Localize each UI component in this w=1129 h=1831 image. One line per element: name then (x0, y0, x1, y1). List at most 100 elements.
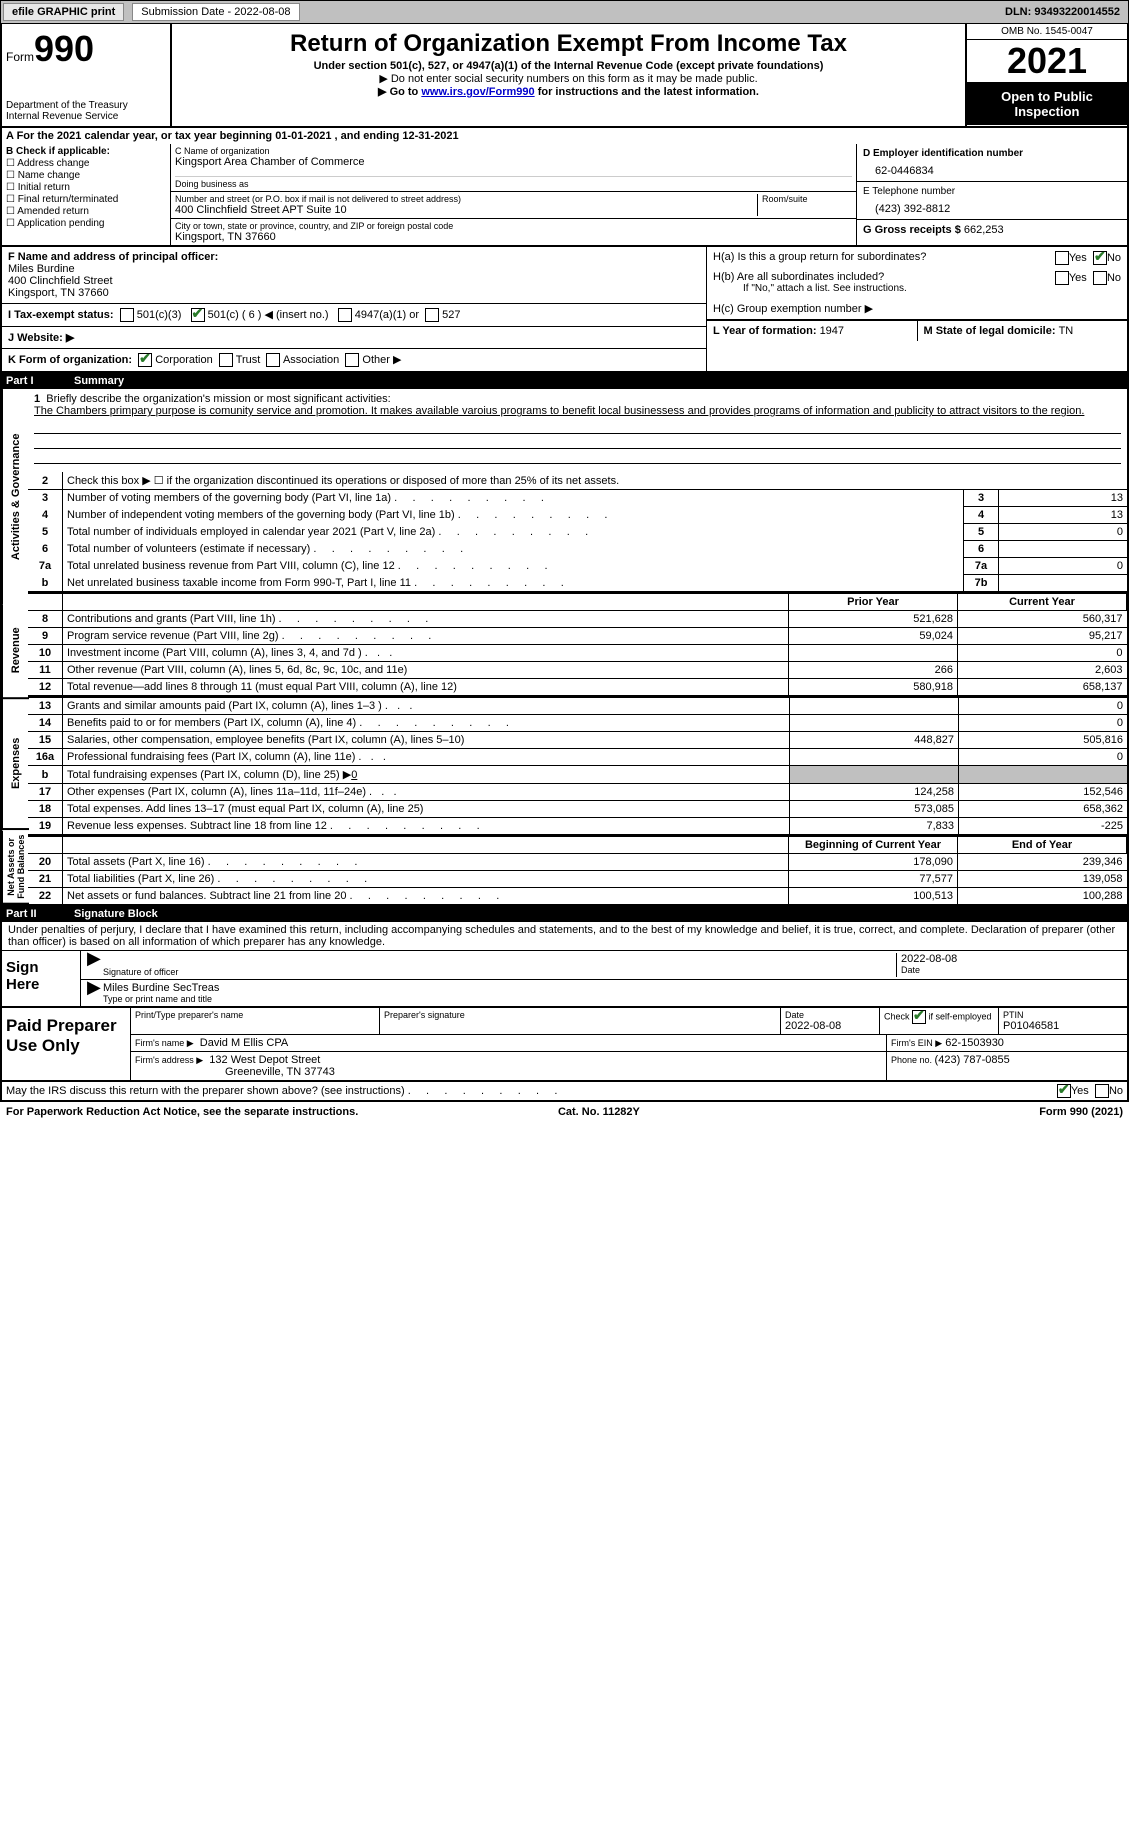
rev-header-row: Prior Year Current Year (28, 593, 1127, 611)
m-label: M State of legal domicile: (924, 325, 1059, 337)
line-13: 13Grants and similar amounts paid (Part … (28, 697, 1127, 715)
line-11: 11Other revenue (Part VIII, column (A), … (28, 662, 1127, 679)
l15-current: 505,816 (959, 732, 1128, 749)
phone-value: (423) 392-8812 (863, 197, 1121, 215)
part1-title: Summary (74, 375, 124, 387)
hb-row: H(b) Are all subordinates included? Yes … (707, 267, 1127, 298)
header-left: Form990 Department of the Treasury Inter… (2, 24, 172, 126)
form-of-org: K Form of organization: Corporation Trus… (2, 349, 706, 371)
chk-initial-return[interactable]: ☐ Initial return (6, 182, 166, 193)
open-to-public: Open to Public Inspection (967, 83, 1127, 125)
f-label: F Name and address of principal officer: (8, 251, 700, 263)
vtab-net-assets: Net Assets or Fund Balances (2, 831, 29, 905)
room-label: Room/suite (762, 194, 852, 204)
chk-hb-no[interactable] (1093, 271, 1107, 285)
l10-text: Investment income (Part VIII, column (A)… (67, 647, 362, 659)
header-center: Return of Organization Exempt From Incom… (172, 24, 965, 126)
l4-text: Number of independent voting members of … (67, 509, 607, 521)
l9-prior: 59,024 (789, 628, 958, 645)
gross-receipts-value: 662,253 (964, 224, 1004, 236)
l17-prior: 124,258 (790, 784, 959, 801)
chk-amend-label: Amended return (17, 206, 89, 217)
beg-year-header: Beginning of Current Year (789, 836, 958, 854)
line-15: 15Salaries, other compensation, employee… (28, 732, 1127, 749)
chk-trust[interactable] (219, 353, 233, 367)
signature-block: Under penalties of perjury, I declare th… (0, 922, 1129, 1008)
website-row: J Website: ▶ (2, 327, 706, 349)
vtab-revenue: Revenue (2, 604, 29, 699)
l5-value: 0 (999, 524, 1128, 541)
l8-prior: 521,628 (789, 611, 958, 628)
ein-label: D Employer identification number (863, 148, 1121, 159)
l9-current: 95,217 (958, 628, 1127, 645)
ptin-value: P01046581 (1003, 1020, 1123, 1032)
ha-yes: Yes (1069, 252, 1087, 264)
city-value: Kingsport, TN 37660 (175, 231, 852, 243)
chk-final-return[interactable]: ☐ Final return/terminated (6, 194, 166, 205)
mission-text: The Chambers primpary purpose is comunit… (34, 405, 1084, 417)
check-self-employed: Check if self-employed (880, 1008, 999, 1034)
chk-501c[interactable] (191, 308, 205, 322)
l-label: L Year of formation: (713, 325, 820, 337)
chk-501c3[interactable] (120, 308, 134, 322)
column-c: C Name of organization Kingsport Area Ch… (171, 144, 857, 245)
l5-text: Total number of individuals employed in … (67, 526, 588, 538)
chk-ha-no[interactable] (1093, 251, 1107, 265)
l17-current: 152,546 (959, 784, 1128, 801)
firm-addr2: Greeneville, TN 37743 (135, 1066, 335, 1078)
dept-treasury: Department of the Treasury (6, 100, 166, 111)
line-10: 10Investment income (Part VIII, column (… (28, 645, 1127, 662)
l14-current: 0 (959, 715, 1128, 732)
l22-text: Net assets or fund balances. Subtract li… (67, 890, 499, 902)
chk-4947[interactable] (338, 308, 352, 322)
sig-name-line: ▶ Miles Burdine SecTreas Type or print n… (81, 980, 1127, 1006)
l13-text: Grants and similar amounts paid (Part IX… (67, 700, 382, 712)
chk-hb-yes[interactable] (1055, 271, 1069, 285)
sig-type-name-label: Type or print name and title (103, 994, 1121, 1004)
l2-text: Check this box ▶ ☐ if the organization d… (63, 472, 1128, 490)
chk-corporation[interactable] (138, 353, 152, 367)
blank-line-2 (34, 434, 1121, 449)
chk-527[interactable] (425, 308, 439, 322)
mission-box: 1 Briefly describe the organization's mi… (28, 389, 1127, 419)
principal-officer: F Name and address of principal officer:… (2, 247, 706, 304)
chk-ha-yes[interactable] (1055, 251, 1069, 265)
section-bcd: B Check if applicable: ☐ Address change … (0, 144, 1129, 247)
chk-address-change[interactable]: ☐ Address change (6, 158, 166, 169)
l16a-prior (790, 749, 959, 766)
form990-link[interactable]: www.irs.gov/Form990 (421, 86, 534, 98)
line-21: 21Total liabilities (Part X, line 26)77,… (28, 871, 1127, 888)
mission-q: Briefly describe the organization's miss… (46, 393, 390, 405)
line-16b: bTotal fundraising expenses (Part IX, co… (28, 766, 1127, 784)
l7b-value (999, 575, 1128, 592)
blank-line-3 (34, 449, 1121, 464)
l16b-current-shaded (959, 766, 1128, 784)
dln-label: DLN: 93493220014552 (1005, 6, 1126, 18)
ha-label: H(a) Is this a group return for subordin… (713, 251, 926, 263)
chk-discuss-no[interactable] (1095, 1084, 1109, 1098)
discuss-no: No (1109, 1085, 1123, 1097)
l20-end: 239,346 (958, 854, 1127, 871)
chk-association[interactable] (266, 353, 280, 367)
lbl-assoc: Association (283, 354, 339, 366)
chk-amended-return[interactable]: ☐ Amended return (6, 206, 166, 217)
chk-app-label: Application pending (17, 218, 104, 229)
chk-other[interactable] (345, 353, 359, 367)
org-name-label: C Name of organization (175, 146, 852, 156)
efile-print-button[interactable]: efile GRAPHIC print (3, 3, 124, 21)
firm-phone-label: Phone no. (891, 1055, 935, 1065)
l16a-text: Professional fundraising fees (Part IX, … (67, 751, 355, 763)
l12-current: 658,137 (958, 679, 1127, 696)
l19-prior: 7,833 (790, 818, 959, 835)
chk-name-change[interactable]: ☐ Name change (6, 170, 166, 181)
chk-self-employed[interactable] (912, 1010, 926, 1024)
l6-value (999, 541, 1128, 558)
part2-header: Part II Signature Block (0, 906, 1129, 922)
chk-address-label: Address change (17, 158, 89, 169)
end-year-header: End of Year (958, 836, 1127, 854)
chk-application-pending[interactable]: ☐ Application pending (6, 218, 166, 229)
chk-discuss-yes[interactable] (1057, 1084, 1071, 1098)
ptin-label: PTIN (1003, 1010, 1123, 1020)
line-14: 14Benefits paid to or for members (Part … (28, 715, 1127, 732)
l14-text: Benefits paid to or for members (Part IX… (67, 717, 509, 729)
